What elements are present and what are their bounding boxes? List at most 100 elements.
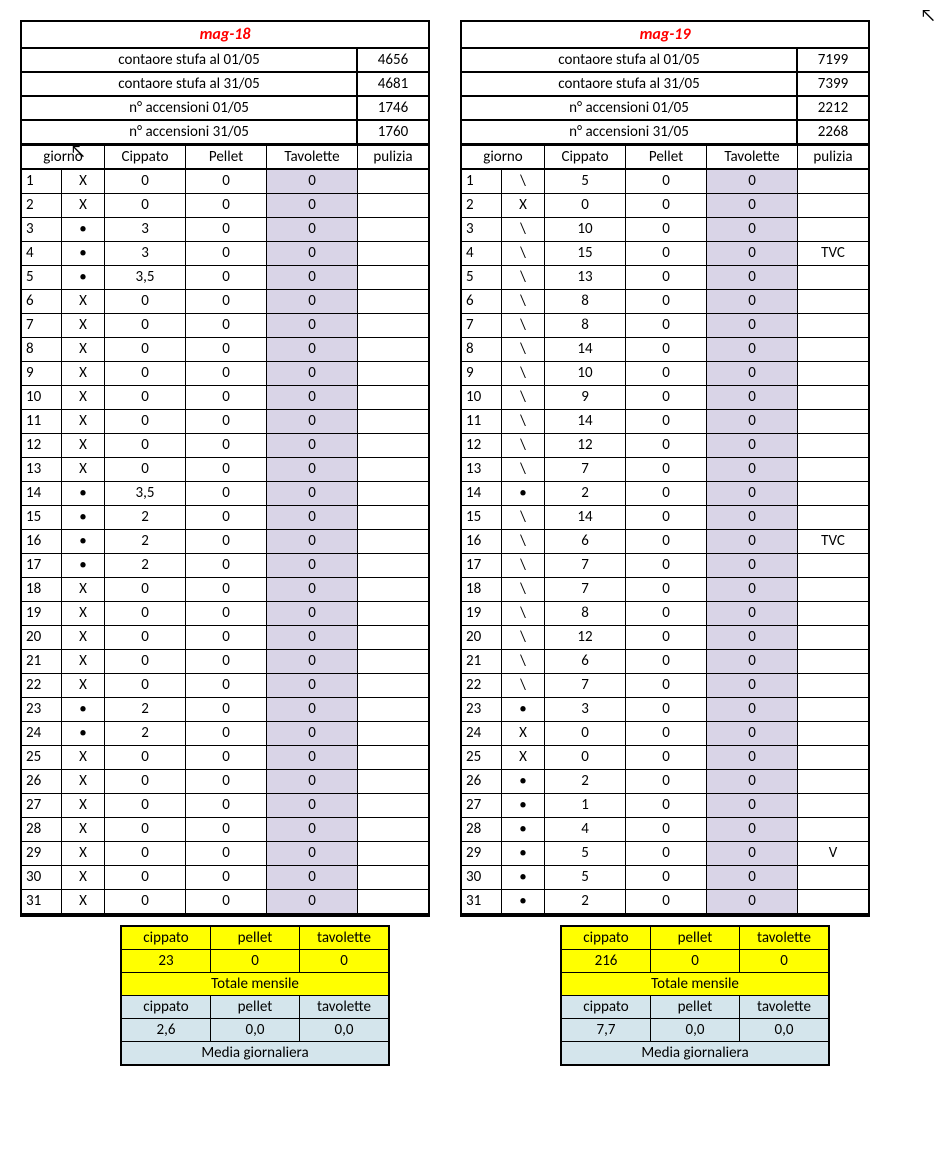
cell-pulizia[interactable]	[358, 386, 428, 409]
cell-pellet[interactable]: 0	[186, 842, 267, 865]
cell-day[interactable]: 19	[22, 602, 62, 625]
cell-cippato[interactable]: 0	[105, 458, 186, 481]
cell-day[interactable]: 12	[22, 434, 62, 457]
cell-cippato[interactable]: 0	[105, 290, 186, 313]
cell-tavolette[interactable]: 0	[267, 626, 358, 649]
cell-cippato[interactable]: 7	[545, 554, 626, 577]
table-row[interactable]: 16•200	[22, 530, 428, 554]
cell-tavolette[interactable]: 0	[707, 674, 798, 697]
cell-pulizia[interactable]	[798, 722, 868, 745]
cell-pellet[interactable]: 0	[186, 194, 267, 217]
table-row[interactable]: 17\700	[462, 554, 868, 578]
table-row[interactable]: 20X000	[22, 626, 428, 650]
cell-mark[interactable]: \	[502, 386, 545, 409]
cell-tavolette[interactable]: 0	[707, 794, 798, 817]
cell-day[interactable]: 26	[462, 770, 502, 793]
cell-day[interactable]: 18	[462, 578, 502, 601]
cell-day[interactable]: 9	[462, 362, 502, 385]
cell-pellet[interactable]: 0	[626, 842, 707, 865]
cell-mark[interactable]: •	[502, 698, 545, 721]
cell-mark[interactable]: X	[62, 290, 105, 313]
cell-tavolette[interactable]: 0	[707, 722, 798, 745]
cell-cippato[interactable]: 3	[105, 242, 186, 265]
cell-mark[interactable]: X	[62, 866, 105, 889]
cell-pulizia[interactable]	[798, 578, 868, 601]
cell-mark[interactable]: \	[502, 170, 545, 193]
cell-pellet[interactable]: 0	[626, 194, 707, 217]
table-row[interactable]: 5•3,500	[22, 266, 428, 290]
cell-day[interactable]: 5	[462, 266, 502, 289]
cell-day[interactable]: 20	[462, 626, 502, 649]
cell-pellet[interactable]: 0	[626, 818, 707, 841]
cell-pellet[interactable]: 0	[186, 290, 267, 313]
cell-mark[interactable]: X	[62, 602, 105, 625]
cell-pellet[interactable]: 0	[186, 410, 267, 433]
cell-mark[interactable]: X	[62, 674, 105, 697]
cell-day[interactable]: 1	[462, 170, 502, 193]
cell-mark[interactable]: •	[62, 482, 105, 505]
cell-pellet[interactable]: 0	[186, 674, 267, 697]
cell-pulizia[interactable]	[798, 170, 868, 193]
cell-mark[interactable]: •	[62, 530, 105, 553]
cell-cippato[interactable]: 3	[105, 218, 186, 241]
cell-cippato[interactable]: 0	[105, 818, 186, 841]
table-row[interactable]: 11\1400	[462, 410, 868, 434]
cell-pellet[interactable]: 0	[626, 650, 707, 673]
cell-tavolette[interactable]: 0	[267, 818, 358, 841]
cell-mark[interactable]: •	[62, 554, 105, 577]
cell-day[interactable]: 31	[462, 890, 502, 913]
cell-day[interactable]: 2	[462, 194, 502, 217]
cell-cippato[interactable]: 0	[105, 674, 186, 697]
cell-day[interactable]: 30	[22, 866, 62, 889]
table-row[interactable]: 14•200	[462, 482, 868, 506]
table-row[interactable]: 8\1400	[462, 338, 868, 362]
cell-cippato[interactable]: 14	[545, 506, 626, 529]
cell-pellet[interactable]: 0	[626, 386, 707, 409]
cell-pellet[interactable]: 0	[186, 650, 267, 673]
cell-pulizia[interactable]	[358, 290, 428, 313]
cell-mark[interactable]: •	[62, 722, 105, 745]
cell-pulizia[interactable]	[798, 674, 868, 697]
cell-pellet[interactable]: 0	[626, 866, 707, 889]
cell-tavolette[interactable]: 0	[707, 698, 798, 721]
cell-mark[interactable]: •	[502, 818, 545, 841]
cell-mark[interactable]: \	[502, 290, 545, 313]
cell-tavolette[interactable]: 0	[707, 434, 798, 457]
cell-cippato[interactable]: 0	[105, 626, 186, 649]
table-row[interactable]: 18\700	[462, 578, 868, 602]
cell-day[interactable]: 13	[462, 458, 502, 481]
cell-mark[interactable]: X	[62, 386, 105, 409]
cell-tavolette[interactable]: 0	[267, 698, 358, 721]
cell-pulizia[interactable]: TVC	[798, 242, 868, 265]
table-row[interactable]: 21X000	[22, 650, 428, 674]
cell-mark[interactable]: \	[502, 338, 545, 361]
table-row[interactable]: 15•200	[22, 506, 428, 530]
cell-pulizia[interactable]	[798, 458, 868, 481]
table-row[interactable]: 6\800	[462, 290, 868, 314]
cell-day[interactable]: 12	[462, 434, 502, 457]
cell-cippato[interactable]: 6	[545, 650, 626, 673]
cell-pulizia[interactable]	[798, 866, 868, 889]
cell-cippato[interactable]: 0	[105, 890, 186, 913]
cell-cippato[interactable]: 0	[105, 194, 186, 217]
cell-pulizia[interactable]	[798, 218, 868, 241]
cell-day[interactable]: 25	[462, 746, 502, 769]
cell-pellet[interactable]: 0	[186, 434, 267, 457]
cell-cippato[interactable]: 2	[545, 890, 626, 913]
cell-cippato[interactable]: 0	[105, 866, 186, 889]
cell-day[interactable]: 3	[22, 218, 62, 241]
cell-pellet[interactable]: 0	[186, 530, 267, 553]
cell-cippato[interactable]: 0	[105, 362, 186, 385]
cell-day[interactable]: 22	[462, 674, 502, 697]
cell-mark[interactable]: X	[62, 410, 105, 433]
cell-mark[interactable]: •	[62, 242, 105, 265]
cell-pulizia[interactable]	[358, 578, 428, 601]
cell-pellet[interactable]: 0	[626, 482, 707, 505]
cell-cippato[interactable]: 0	[105, 434, 186, 457]
table-row[interactable]: 3\1000	[462, 218, 868, 242]
cell-pellet[interactable]: 0	[626, 602, 707, 625]
cell-tavolette[interactable]: 0	[267, 746, 358, 769]
cell-pulizia[interactable]	[798, 554, 868, 577]
cell-tavolette[interactable]: 0	[267, 290, 358, 313]
cell-cippato[interactable]: 0	[105, 410, 186, 433]
